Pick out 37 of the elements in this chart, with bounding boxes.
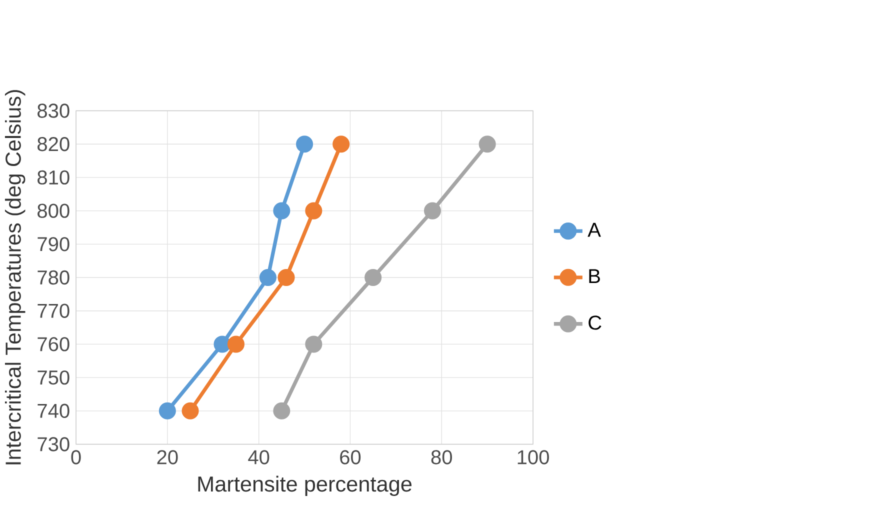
point <box>182 402 199 420</box>
legend-label: B <box>589 269 600 283</box>
point <box>478 135 496 153</box>
x-tick-label: 80 <box>431 450 452 464</box>
point <box>273 402 290 420</box>
legend-label: C <box>588 315 602 330</box>
x-tick-label: 0 <box>71 450 81 464</box>
y-tick-label: 770 <box>38 304 70 318</box>
y-tick-label: 810 <box>38 170 70 184</box>
y-tick-label: 790 <box>38 236 70 252</box>
point <box>273 202 290 220</box>
point <box>158 402 176 420</box>
x-tick-label: 40 <box>248 450 270 464</box>
point <box>332 135 350 153</box>
y-tick-label: 800 <box>38 204 70 218</box>
y-axis-title: Intercritical Temperatures (deg Celsius) <box>4 90 26 464</box>
point <box>278 268 295 286</box>
point <box>227 336 244 353</box>
y-tick-label: 760 <box>38 336 70 352</box>
y-tick-label: 750 <box>38 370 70 385</box>
y-tick-label: 780 <box>38 270 70 284</box>
point <box>424 202 442 220</box>
point <box>305 202 322 220</box>
x-tick-label: 20 <box>157 450 178 464</box>
y-tick-label: 730 <box>38 437 70 452</box>
point <box>214 336 231 353</box>
x-tick-label: 60 <box>340 450 361 464</box>
legend-label: A <box>588 222 601 237</box>
point <box>364 268 382 286</box>
point <box>259 268 276 286</box>
x-tick-label: 100 <box>518 450 549 464</box>
y-tick-label: 740 <box>38 404 70 418</box>
x-axis-title: Martensite percentage <box>198 476 412 496</box>
y-tick-label: 820 <box>38 136 70 152</box>
point <box>296 135 314 153</box>
y-tick-label: 830 <box>38 104 70 118</box>
point <box>305 336 322 353</box>
